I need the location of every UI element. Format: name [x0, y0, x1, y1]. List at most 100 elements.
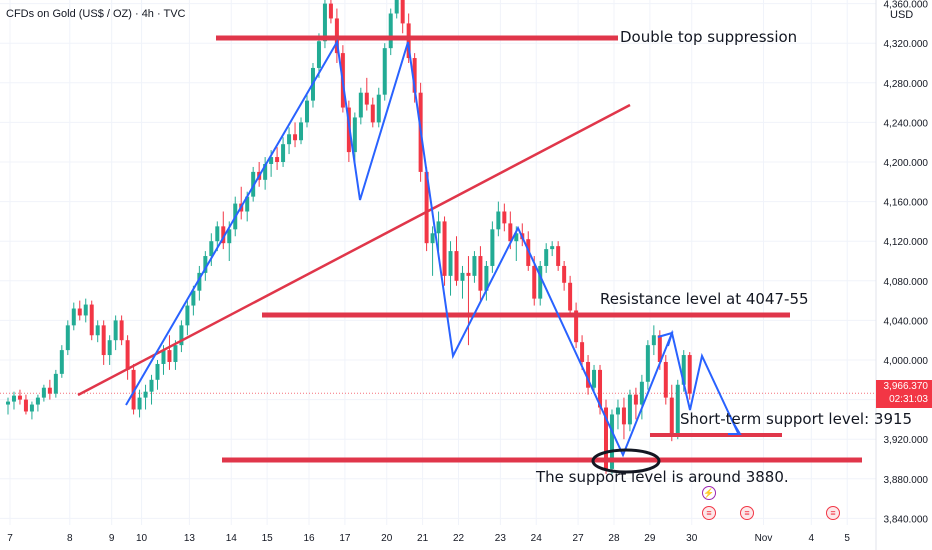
symbol-title[interactable]: CFDs on Gold (US$ / OZ) · 4h · TVC [6, 8, 186, 20]
candle-body [107, 340, 112, 356]
candle-body [681, 355, 686, 385]
time-tick-label: Nov [755, 533, 773, 544]
time-tick-label: 20 [381, 533, 393, 544]
candle-body [65, 325, 70, 351]
time-tick-label: 30 [686, 533, 698, 544]
candle-body [221, 226, 226, 244]
candle-body [532, 265, 537, 299]
price-tick-label: 4,240.000 [884, 118, 929, 129]
last-price-tag: 3,966.370 02:31:03 [876, 380, 932, 408]
price-tick-label: 4,280.000 [884, 79, 929, 90]
candle-body [370, 104, 375, 123]
lightning-event-icon[interactable]: ⚡ [702, 486, 716, 500]
price-tick-label: 3,880.000 [884, 475, 929, 486]
price-axis[interactable]: 3,840.0003,880.0003,920.0003,960.0004,00… [884, 0, 929, 525]
us-flag-event-icon[interactable]: ≡ [740, 506, 754, 520]
candle-body [424, 171, 429, 244]
candle-body [574, 310, 579, 343]
candle-body [430, 233, 435, 244]
candle-body [125, 340, 130, 370]
candle-body [275, 157, 280, 162]
candle-body [53, 373, 58, 394]
candle-body [633, 394, 638, 405]
candle-body [101, 325, 106, 356]
price-tick-label: 4,320.000 [884, 39, 929, 50]
time-tick-label: 4 [809, 533, 815, 544]
candle-body [388, 13, 393, 49]
candle-body [627, 394, 632, 425]
price-tick-label: 4,080.000 [884, 277, 929, 288]
candle-body [598, 369, 603, 408]
candle-body [227, 229, 232, 244]
currency-label[interactable]: USD [890, 9, 914, 21]
candle-body [508, 223, 513, 242]
candle-body [328, 3, 333, 19]
candle-body [592, 369, 597, 388]
price-tick-label: 4,200.000 [884, 158, 929, 169]
candle-body [609, 414, 614, 469]
price-tick-label: 3,840.000 [884, 514, 929, 525]
double-top-label: Double top suppression [620, 28, 798, 46]
time-tick-label: 22 [453, 533, 465, 544]
candle-body [17, 395, 22, 400]
candle-body [639, 381, 644, 405]
bar-countdown: 02:31:03 [889, 394, 928, 405]
candle-body [89, 304, 94, 336]
time-tick-label: 13 [184, 533, 196, 544]
candle-body [621, 407, 626, 425]
candle-body [143, 391, 148, 398]
candle-body [35, 397, 40, 405]
candle-body [119, 320, 124, 341]
candle-body [95, 325, 100, 336]
candle-body [173, 345, 178, 362]
time-tick-label: 9 [109, 533, 115, 544]
candle-body [77, 308, 82, 316]
candle-body [556, 246, 561, 266]
last-price-value: 3,966.370 [883, 381, 929, 392]
time-tick-label: 5 [844, 533, 850, 544]
candle-body [400, 0, 405, 24]
time-axis[interactable]: 7 8 9 10 13 14 15 16 17 20 21 22 23 24 27 28 29 30 Nov 4 5 [7, 533, 850, 544]
short-term-support-label: Short-term support level: 3915 [680, 410, 913, 428]
candle-body [305, 100, 309, 123]
candle-body [544, 249, 549, 266]
candle-body [41, 387, 46, 398]
candle-body [490, 229, 495, 266]
candle-body [161, 350, 166, 364]
support-label: The support level is around 3880. [536, 468, 789, 486]
time-tick-label: 16 [303, 533, 315, 544]
time-tick-label: 29 [644, 533, 656, 544]
time-tick-label: 24 [531, 533, 543, 544]
candle-body [460, 272, 465, 281]
support-low-ellipse [591, 448, 661, 474]
candle-body [209, 241, 214, 257]
candle-body [496, 211, 501, 230]
candle-body [352, 117, 357, 153]
candle-body [478, 256, 483, 291]
candle-body [651, 335, 656, 346]
grid-layer [0, 0, 876, 525]
time-tick-label: 17 [339, 533, 351, 544]
candle-body [442, 221, 447, 276]
candle-body [293, 134, 298, 141]
candle-body [382, 48, 387, 95]
candle-body [316, 41, 321, 68]
price-tick-label: 4,000.000 [884, 356, 929, 367]
rising-trendline [77, 103, 631, 397]
time-tick-label: 21 [417, 533, 429, 544]
price-tick-label: 4,160.000 [884, 198, 929, 209]
candle-body [526, 239, 531, 266]
candle-body [322, 3, 327, 42]
price-tick-label: 3,920.000 [884, 435, 929, 446]
price-tick-label: 4,360.000 [884, 0, 929, 11]
candle-body [263, 163, 268, 180]
candle-body [645, 345, 650, 382]
us-flag-event-icon[interactable]: ≡ [702, 506, 716, 520]
candle-body [580, 342, 585, 362]
candle-body [436, 221, 441, 234]
candle-body [514, 233, 519, 242]
candle-body [687, 355, 692, 394]
wave-arrowhead [657, 331, 674, 347]
us-flag-event-icon[interactable]: ≡ [826, 506, 840, 520]
